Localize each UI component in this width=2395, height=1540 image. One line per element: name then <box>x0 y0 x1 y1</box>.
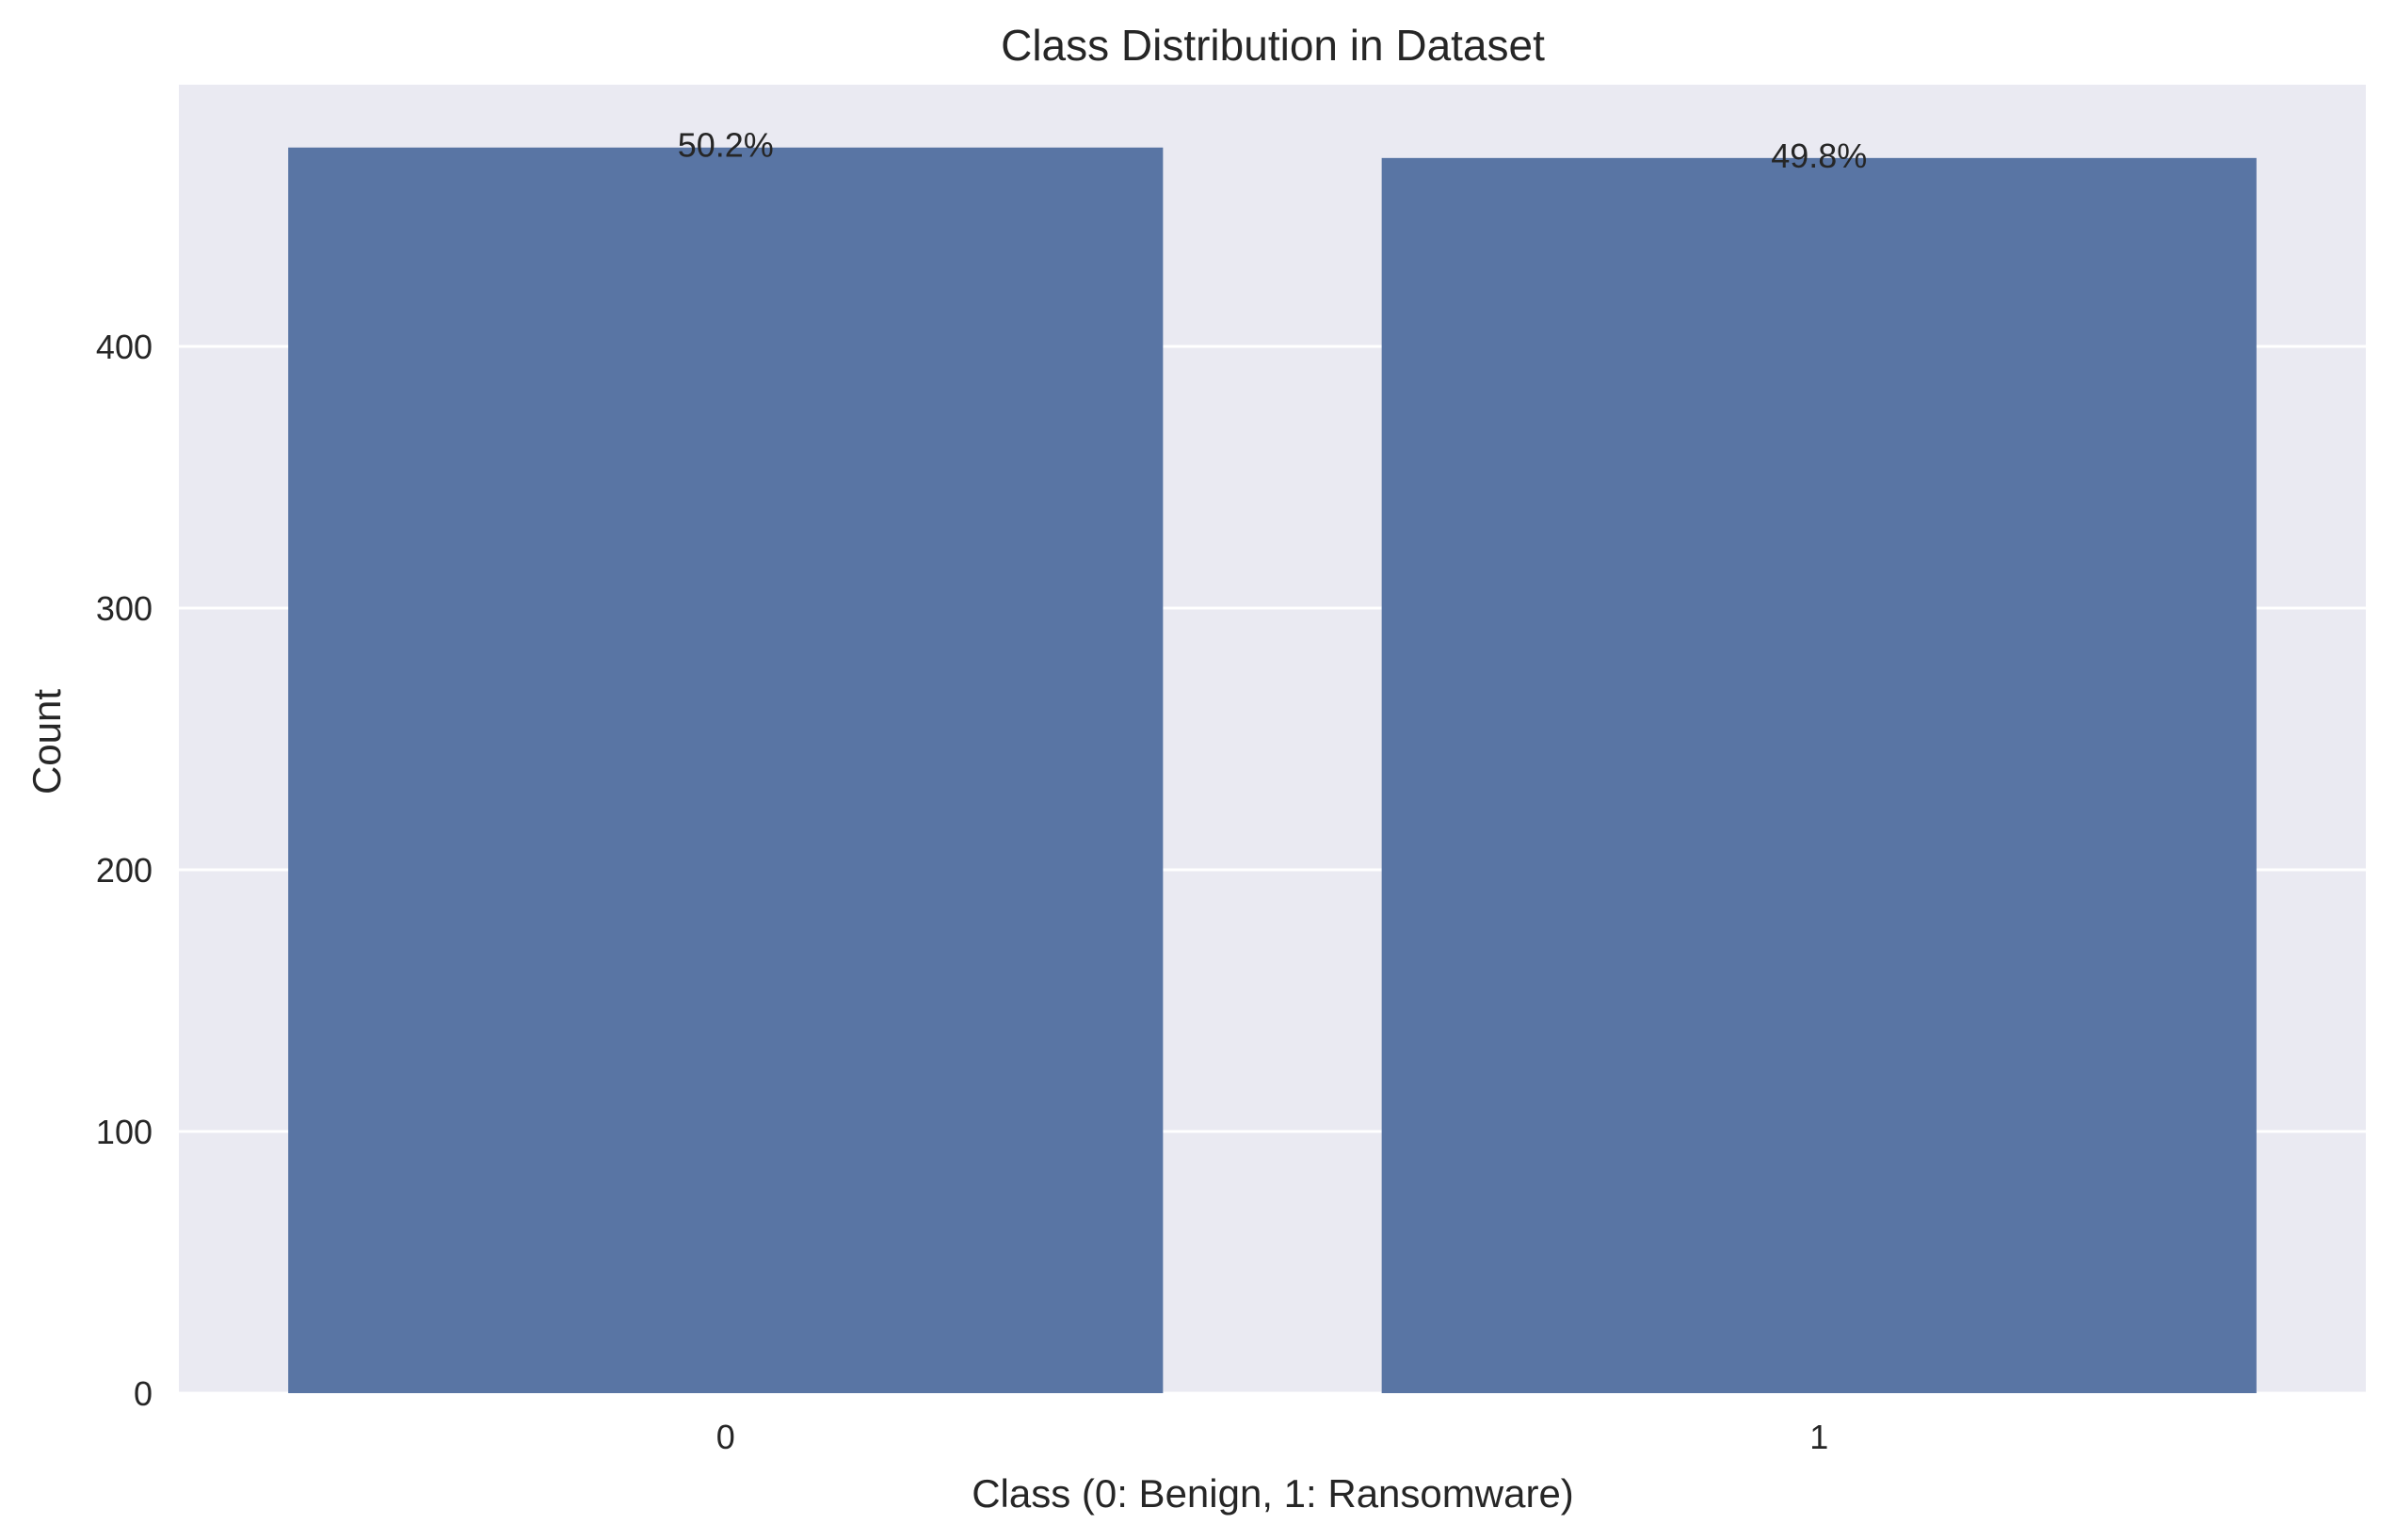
bar-data-labels: 50.2% 49.8% <box>678 126 1868 175</box>
y-tick-label: 100 <box>96 1113 153 1151</box>
x-axis-label: Class (0: Benign, 1: Ransomware) <box>972 1471 1574 1516</box>
y-axis-ticks: 0 100 200 300 400 <box>96 328 153 1413</box>
bar-1 <box>1381 157 2257 1394</box>
chart-title: Class Distribution in Dataset <box>1001 21 1545 70</box>
bars <box>288 147 2257 1394</box>
y-axis-label: Count <box>24 689 69 794</box>
x-tick-label: 1 <box>1809 1418 1828 1456</box>
x-tick-label: 0 <box>716 1418 735 1456</box>
y-tick-label: 0 <box>134 1374 153 1413</box>
bar-0 <box>288 147 1164 1394</box>
bar-data-label-0: 50.2% <box>678 126 774 165</box>
y-tick-label: 200 <box>96 851 153 890</box>
bar-data-label-1: 49.8% <box>1771 136 1867 175</box>
y-tick-label: 400 <box>96 328 153 366</box>
y-tick-label: 300 <box>96 589 153 628</box>
